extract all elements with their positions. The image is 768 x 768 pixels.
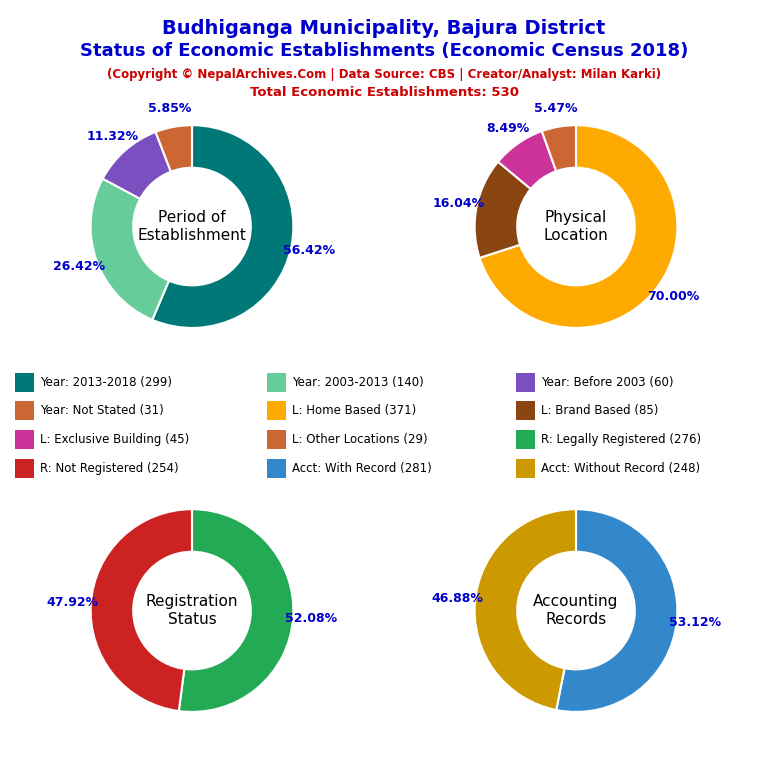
Text: (Copyright © NepalArchives.Com | Data Source: CBS | Creator/Analyst: Milan Karki: (Copyright © NepalArchives.Com | Data So… xyxy=(107,68,661,81)
Text: L: Other Locations (29): L: Other Locations (29) xyxy=(292,433,428,446)
Text: R: Legally Registered (276): R: Legally Registered (276) xyxy=(541,433,700,446)
Text: 5.47%: 5.47% xyxy=(534,102,578,115)
Text: Accounting
Records: Accounting Records xyxy=(533,594,619,627)
Text: Period of
Establishment: Period of Establishment xyxy=(137,210,247,243)
Bar xyxy=(516,402,535,421)
Wedge shape xyxy=(475,509,576,710)
Text: 53.12%: 53.12% xyxy=(669,616,721,629)
Bar xyxy=(516,373,535,392)
Wedge shape xyxy=(542,125,576,171)
Text: Year: Before 2003 (60): Year: Before 2003 (60) xyxy=(541,376,673,389)
Wedge shape xyxy=(103,132,170,199)
Text: 8.49%: 8.49% xyxy=(486,122,529,135)
Wedge shape xyxy=(156,125,192,172)
Text: 70.00%: 70.00% xyxy=(647,290,699,303)
Text: R: Not Registered (254): R: Not Registered (254) xyxy=(40,462,179,475)
Text: Status of Economic Establishments (Economic Census 2018): Status of Economic Establishments (Econo… xyxy=(80,42,688,60)
Text: Year: 2003-2013 (140): Year: 2003-2013 (140) xyxy=(292,376,424,389)
Text: L: Brand Based (85): L: Brand Based (85) xyxy=(541,405,658,418)
Text: 47.92%: 47.92% xyxy=(47,596,99,609)
Text: 26.42%: 26.42% xyxy=(53,260,105,273)
Text: 56.42%: 56.42% xyxy=(283,244,336,257)
Text: 11.32%: 11.32% xyxy=(87,131,139,144)
Bar xyxy=(15,402,34,421)
Bar xyxy=(15,430,34,449)
Text: Acct: Without Record (248): Acct: Without Record (248) xyxy=(541,462,700,475)
Text: 46.88%: 46.88% xyxy=(431,592,483,605)
Bar xyxy=(267,402,286,421)
Text: 52.08%: 52.08% xyxy=(285,612,337,625)
Wedge shape xyxy=(152,125,293,328)
Text: Acct: With Record (281): Acct: With Record (281) xyxy=(292,462,432,475)
Text: Year: Not Stated (31): Year: Not Stated (31) xyxy=(40,405,164,418)
Wedge shape xyxy=(475,162,531,258)
Text: L: Home Based (371): L: Home Based (371) xyxy=(292,405,416,418)
Text: Physical
Location: Physical Location xyxy=(544,210,608,243)
Text: Year: 2013-2018 (299): Year: 2013-2018 (299) xyxy=(40,376,172,389)
Wedge shape xyxy=(479,125,677,328)
Text: Budhiganga Municipality, Bajura District: Budhiganga Municipality, Bajura District xyxy=(162,19,606,38)
Wedge shape xyxy=(179,509,293,712)
Text: Registration
Status: Registration Status xyxy=(146,594,238,627)
Bar xyxy=(267,458,286,478)
Wedge shape xyxy=(498,131,556,189)
Bar xyxy=(15,373,34,392)
Bar xyxy=(267,430,286,449)
Bar xyxy=(516,458,535,478)
Bar xyxy=(15,458,34,478)
Bar xyxy=(516,430,535,449)
Wedge shape xyxy=(91,179,169,319)
Text: 16.04%: 16.04% xyxy=(432,197,485,210)
Text: L: Exclusive Building (45): L: Exclusive Building (45) xyxy=(40,433,189,446)
Bar xyxy=(267,373,286,392)
Text: Total Economic Establishments: 530: Total Economic Establishments: 530 xyxy=(250,86,518,99)
Wedge shape xyxy=(91,509,192,711)
Wedge shape xyxy=(556,509,677,712)
Text: 5.85%: 5.85% xyxy=(148,102,192,115)
